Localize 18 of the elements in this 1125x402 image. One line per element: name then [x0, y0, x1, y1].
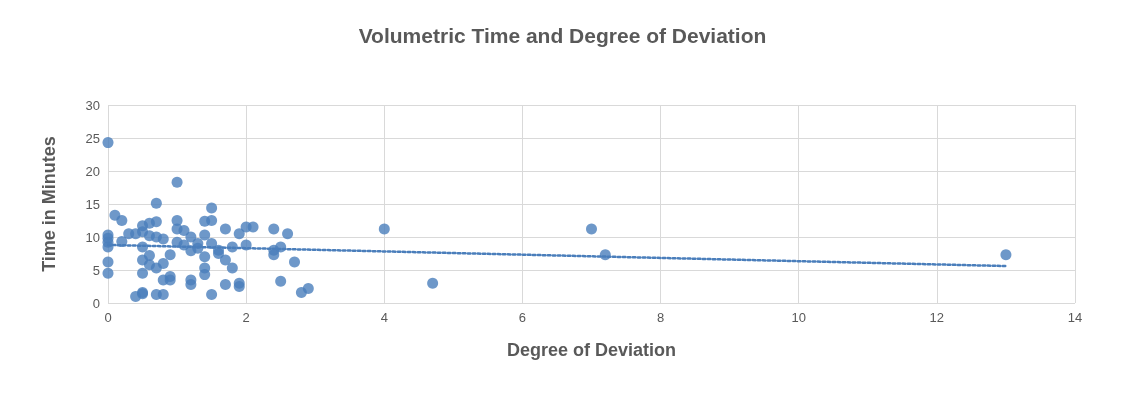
x-tick-label: 10 — [791, 310, 806, 325]
x-tick-label: 14 — [1067, 310, 1083, 325]
y-tick-label: 10 — [85, 229, 100, 245]
y-axis-title: Time in Minutes — [39, 136, 59, 272]
y-tick-label: 15 — [85, 196, 100, 212]
chart-title: Volumetric Time and Degree of Deviation — [358, 24, 767, 47]
x-axis-title: Degree of Deviation — [506, 340, 677, 360]
x-tick-label: 4 — [380, 310, 388, 325]
y-tick-label: 20 — [85, 163, 100, 179]
x-tick-label: 2 — [242, 310, 250, 325]
x-tick-label: 8 — [656, 310, 665, 325]
x-tick-label: 12 — [929, 310, 945, 325]
y-tick-label: 25 — [85, 130, 100, 146]
x-tick-label: 6 — [518, 310, 527, 325]
y-tick-label: 0 — [92, 295, 100, 311]
x-tick-label: 0 — [104, 310, 112, 325]
y-tick-label: 5 — [92, 262, 100, 278]
y-tick-label: 30 — [85, 97, 100, 113]
